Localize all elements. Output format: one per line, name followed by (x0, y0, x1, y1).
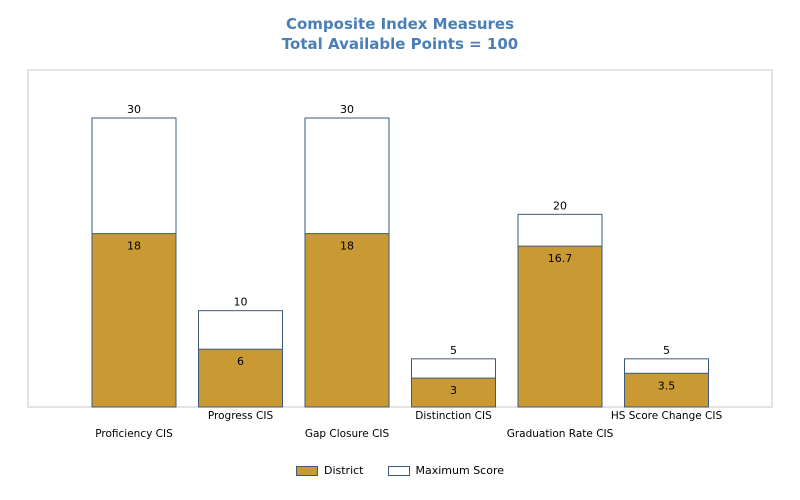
data-label-maximum-score: 30 (340, 103, 354, 116)
chart-title: Composite Index Measures (285, 15, 515, 33)
data-label-district: 18 (340, 240, 354, 253)
category-label: Graduation Rate CIS (507, 428, 614, 440)
data-label-district: 6 (237, 355, 244, 368)
legend-swatch-district (295, 465, 318, 476)
category-label: HS Score Change CIS (611, 410, 723, 422)
data-label-district: 16.7 (548, 252, 573, 265)
data-label-district: 18 (127, 240, 141, 253)
data-label-district: 3 (450, 384, 457, 397)
category-label: Progress CIS (208, 410, 274, 422)
legend-swatch-maximum-score (387, 465, 410, 476)
data-label-maximum-score: 5 (450, 344, 457, 357)
data-label-maximum-score: 10 (234, 296, 248, 309)
data-label-maximum-score: 30 (127, 103, 141, 116)
data-label-maximum-score: 20 (553, 199, 567, 212)
legend-label-maximum-score: Maximum Score (415, 464, 505, 477)
data-label-maximum-score: 5 (663, 344, 670, 357)
category-label: Proficiency CIS (95, 428, 173, 440)
legend: District Maximum Score (0, 464, 800, 477)
data-label-district: 3.5 (658, 379, 676, 392)
bar-district (517, 245, 603, 408)
bar-district (624, 372, 709, 408)
plot-frame (27, 69, 773, 408)
legend-label-district: District (323, 464, 364, 477)
legend-item-district: District (295, 464, 364, 477)
category-label: Gap Closure CIS (305, 428, 390, 440)
bar-district (411, 377, 496, 408)
category-label: Distinction CIS (415, 410, 492, 422)
bar-district (304, 233, 390, 408)
bar-district (91, 233, 177, 408)
legend-item-maximum-score: Maximum Score (387, 464, 505, 477)
chart-subtitle: Total Available Points = 100 (281, 35, 519, 53)
bar-district (198, 348, 283, 408)
